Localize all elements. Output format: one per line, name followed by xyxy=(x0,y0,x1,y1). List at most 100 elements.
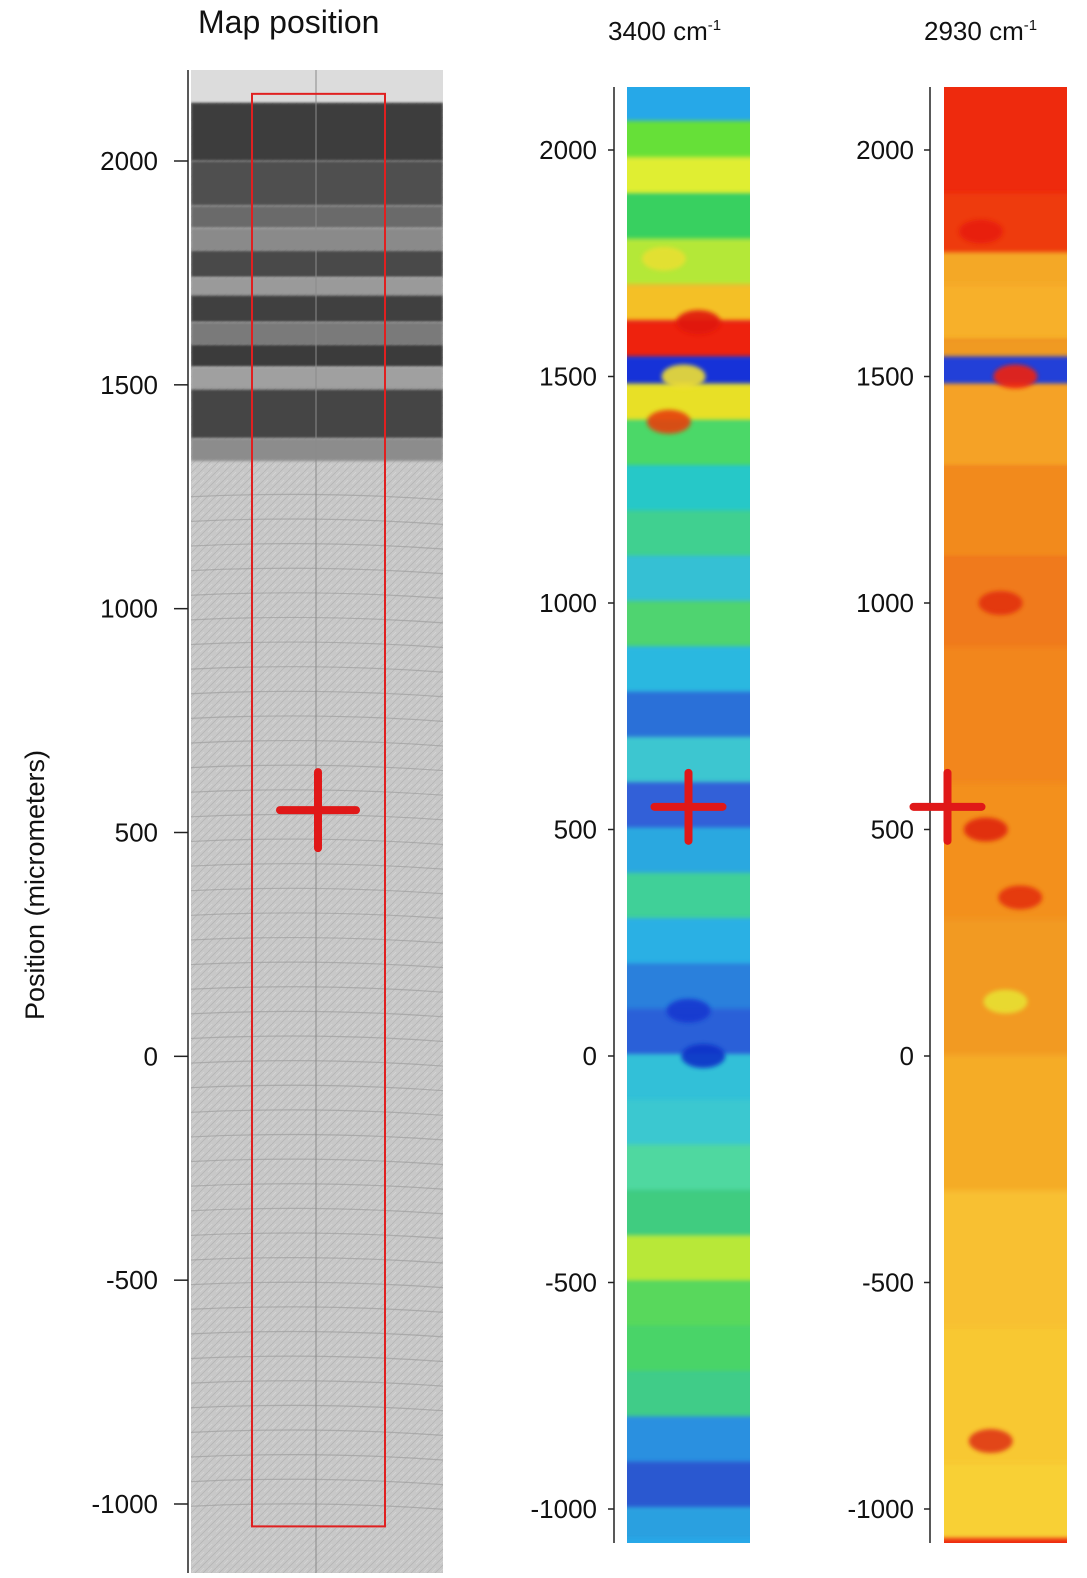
map-spot xyxy=(963,817,1008,842)
panel-title-3400: 3400 cm-1 xyxy=(608,16,721,47)
y-tick-label: -1000 xyxy=(92,1489,159,1519)
y-tick-label: 2000 xyxy=(856,135,914,165)
micrograph-band xyxy=(191,250,443,278)
y-tick-label: 1000 xyxy=(539,588,597,618)
micrograph-growth-line xyxy=(191,543,443,550)
micrograph-growth-line xyxy=(191,764,443,772)
panel-title-superscript: -1 xyxy=(1023,17,1038,34)
map-band xyxy=(627,1507,750,1539)
panel-title-text: 3400 cm xyxy=(608,16,708,46)
map-band xyxy=(627,193,750,243)
map-band xyxy=(944,1054,1067,1194)
map-region-rectangle xyxy=(251,92,386,1528)
y-tick-label: 500 xyxy=(871,815,914,845)
map-band xyxy=(944,338,1067,361)
panel-title-superscript: -1 xyxy=(707,17,722,34)
y-axis-label: Position (micrometers) xyxy=(20,750,50,1020)
micrograph-growth-line xyxy=(191,1084,443,1092)
micrograph-growth-line xyxy=(191,1281,443,1289)
y-tick-label: 1000 xyxy=(100,594,158,624)
panel-2 xyxy=(944,87,1067,1543)
map-band xyxy=(627,1325,750,1376)
map-spot xyxy=(661,364,706,389)
micrograph-growth-line xyxy=(191,715,443,722)
map-band xyxy=(627,1144,750,1194)
micrograph-band xyxy=(191,322,443,345)
y-tick-label: -1000 xyxy=(531,1494,598,1524)
micrograph-growth-line xyxy=(191,912,443,919)
y-tick-label: -500 xyxy=(106,1265,158,1295)
micrograph-band xyxy=(191,277,443,296)
micrograph-margin xyxy=(191,70,443,103)
micrograph-growth-line xyxy=(191,1109,443,1116)
map-band xyxy=(944,283,1067,343)
map-band xyxy=(627,419,750,470)
micrograph-band xyxy=(191,205,443,229)
map-band xyxy=(944,193,1067,257)
markers-layer xyxy=(251,92,986,1528)
map-band xyxy=(627,1461,750,1511)
micrograph-growth-line xyxy=(191,739,443,747)
micrograph-growth-line xyxy=(191,1158,443,1166)
map-band xyxy=(944,383,1067,470)
micrograph-growth-line xyxy=(191,1133,443,1141)
micrograph-growth-line xyxy=(191,641,443,649)
y-tick-label: 1500 xyxy=(539,362,597,392)
micrograph-band xyxy=(191,366,443,390)
micrograph-growth-line xyxy=(191,1257,443,1264)
map-band xyxy=(627,1189,750,1240)
micrograph-growth-line xyxy=(191,936,443,944)
map-band xyxy=(627,1235,750,1285)
y-tick-label: 0 xyxy=(144,1041,158,1071)
y-tick-label: 2000 xyxy=(100,146,158,176)
map-band xyxy=(627,918,750,968)
map-band xyxy=(627,1371,750,1421)
y-tick-label: 2000 xyxy=(539,135,597,165)
micrograph-growth-line xyxy=(191,887,443,895)
map-band xyxy=(944,918,1067,1058)
map-spot xyxy=(958,219,1003,244)
micrograph-band xyxy=(191,389,443,439)
panel-title-text: 2930 cm xyxy=(924,16,1024,46)
micrograph-growth-line xyxy=(191,863,443,870)
map-spot xyxy=(666,998,711,1023)
micrograph-growth-line xyxy=(191,1232,443,1239)
y-tick-label: 0 xyxy=(583,1041,597,1071)
map-spot xyxy=(646,409,691,434)
micrograph-growth-line xyxy=(191,1183,443,1190)
micrograph-growth-line xyxy=(191,1453,443,1461)
micrograph-growth-line xyxy=(191,616,443,624)
y-tick-label: -1000 xyxy=(848,1494,915,1524)
micrograph-band xyxy=(191,344,443,367)
map-band xyxy=(627,646,750,696)
map-band xyxy=(944,252,1067,288)
map-band xyxy=(627,87,750,125)
map-band xyxy=(944,1461,1067,1539)
panel-title-text: Map position xyxy=(198,4,380,40)
panel-0 xyxy=(191,70,443,1573)
micrograph-growth-line xyxy=(191,1060,443,1067)
map-band xyxy=(627,157,750,198)
micrograph-band xyxy=(191,161,443,206)
micrograph-growth-line xyxy=(191,1404,443,1412)
micrograph-growth-line xyxy=(191,1503,443,1510)
map-spot xyxy=(993,364,1038,389)
map-band xyxy=(627,601,750,651)
map-band xyxy=(627,872,750,923)
map-band xyxy=(944,646,1067,787)
micrograph-growth-line xyxy=(191,1478,443,1486)
map-spot xyxy=(968,1429,1013,1454)
map-spot xyxy=(681,1044,726,1068)
micrograph-growth-line xyxy=(191,1035,443,1043)
map-band xyxy=(627,691,750,741)
y-tick-label: 500 xyxy=(554,815,597,845)
map-band xyxy=(627,120,750,162)
map-band xyxy=(627,238,750,288)
micrograph-band xyxy=(191,295,443,323)
y-tick-label: -500 xyxy=(545,1268,597,1298)
y-tick-label: 1500 xyxy=(856,362,914,392)
micrograph-band xyxy=(191,228,443,251)
micrograph-growth-line xyxy=(191,518,443,525)
micrograph-growth-line xyxy=(191,986,443,993)
micrograph-growth-line xyxy=(191,1380,443,1387)
